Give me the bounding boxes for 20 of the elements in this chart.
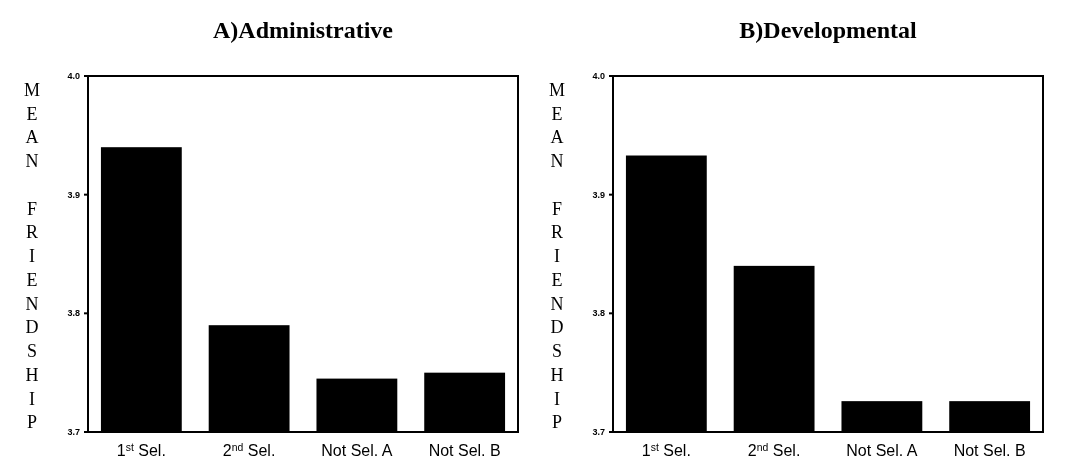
y-tick-label: 3.7 [592,427,605,438]
x-tick-label: 2$^{nd}$ Sel. [747,441,801,459]
x-tick-label: Not Sel. B [428,442,501,459]
x-tick-label: 1$^{st}$ Sel. [641,441,691,459]
y-tick-label: 4.0 [592,71,605,82]
text: MEAN FRIENDSHIP [548,80,566,433]
x-tick-label: 1$^{st}$ Sel. [116,441,166,459]
y-tick-label: 4.0 [67,71,80,82]
chart-title: B)Developmental [739,17,917,43]
text: MEAN FRIENDSHIP [23,80,41,433]
x-tick-label: Not Sel. A [321,442,393,459]
x-tick-label: Not Sel. B [953,442,1026,459]
y-tick-label: 3.9 [67,189,80,200]
x-tick-label: 2$^{nd}$ Sel. [222,441,276,459]
y-tick-label: 3.8 [592,308,605,319]
x-tick-label: Not Sel. A [846,442,918,459]
y-tick-label: 3.9 [592,189,605,200]
y-tick-label: 3.8 [67,308,80,319]
y-tick-label: 3.7 [67,427,80,438]
chart-title: A)Administrative [213,17,394,43]
